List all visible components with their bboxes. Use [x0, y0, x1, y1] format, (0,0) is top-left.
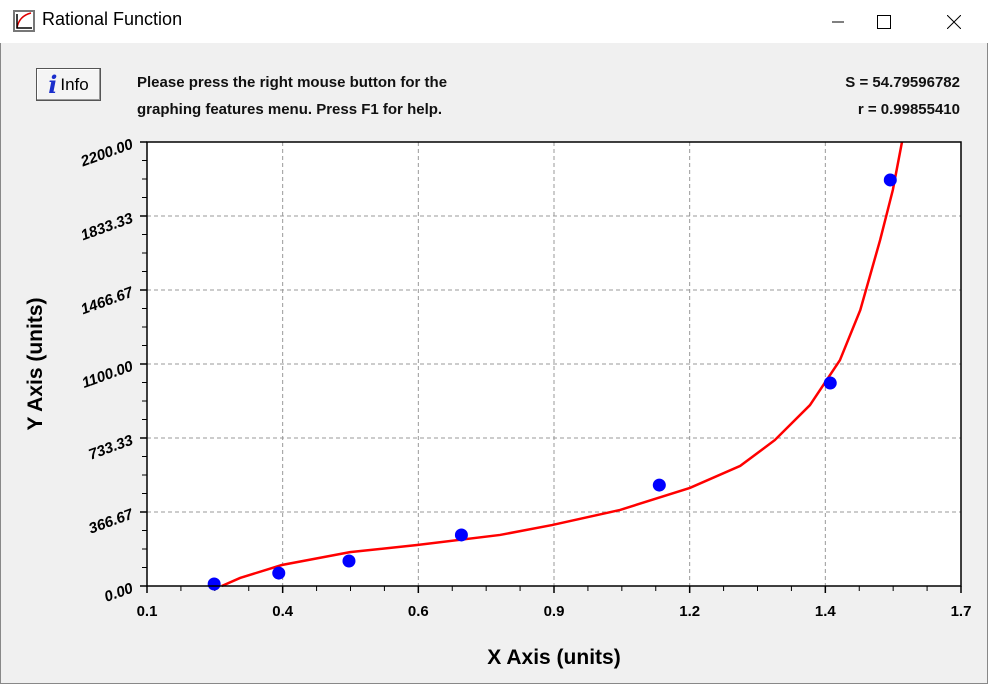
x-tick-label: 1.4 — [815, 603, 837, 620]
data-point — [823, 376, 837, 390]
info-label: Info — [60, 74, 89, 94]
x-tick-label: 0.6 — [408, 603, 429, 620]
minimize-button[interactable] — [815, 0, 861, 43]
data-point — [342, 554, 356, 568]
x-tick-label: 0.4 — [272, 603, 294, 620]
y-tick-label: 1466.67 — [79, 284, 136, 319]
maximize-icon — [877, 14, 891, 29]
x-tick-label: 0.1 — [137, 603, 158, 620]
maximize-button[interactable] — [861, 0, 907, 43]
data-point — [652, 478, 666, 492]
y-tick-labels: 0.00 366.67 733.33 1100.00 1466.67 1833.33 220… — [78, 136, 136, 606]
help-message: Please press the right mouse button for … — [137, 69, 447, 123]
y-tick-label: 366.67 — [86, 506, 136, 538]
y-tick-label: 733.33 — [86, 432, 136, 464]
x-tick-labels: 0.1 0.4 0.6 0.9 1.2 1.4 1.7 — [137, 603, 972, 620]
data-point — [883, 173, 897, 187]
fit-curve — [221, 141, 904, 588]
data-point — [207, 577, 221, 591]
x-tick-label: 1.2 — [679, 603, 700, 620]
y-tick-label: 0.00 — [102, 580, 136, 606]
x-tick-label: 0.9 — [544, 603, 565, 620]
info-button[interactable]: i Info — [36, 68, 101, 101]
close-button[interactable] — [931, 0, 977, 43]
grid — [147, 142, 961, 586]
title-bar: Rational Function — [0, 0, 988, 43]
help-line-1: Please press the right mouse button for … — [137, 74, 448, 91]
y-tick-label: 1833.33 — [79, 210, 136, 245]
help-line-2: graphing features menu. Press F1 for hel… — [137, 101, 443, 118]
app-icon — [13, 10, 35, 32]
x-tick-label: 1.7 — [951, 603, 972, 620]
stat-s: S = 54.79596782 — [845, 74, 960, 91]
info-icon: i — [48, 70, 58, 99]
data-points — [207, 173, 897, 591]
minimize-icon — [832, 21, 844, 22]
stat-r: r = 0.99855410 — [857, 101, 960, 118]
y-tick-label: 1100.00 — [80, 358, 136, 392]
plot-frame — [146, 141, 962, 587]
data-point — [454, 528, 468, 542]
y-tick-label: 2200.00 — [78, 136, 136, 171]
y-axis-label: Y Axis (units) — [24, 297, 47, 430]
window-title: Rational Function — [42, 9, 183, 29]
close-icon — [947, 14, 961, 29]
data-point — [272, 566, 286, 580]
fit-curve-group — [221, 141, 904, 588]
x-axis-label: X Axis (units) — [487, 646, 620, 669]
fit-stats: S = 54.79596782 r = 0.99855410 — [845, 69, 960, 123]
